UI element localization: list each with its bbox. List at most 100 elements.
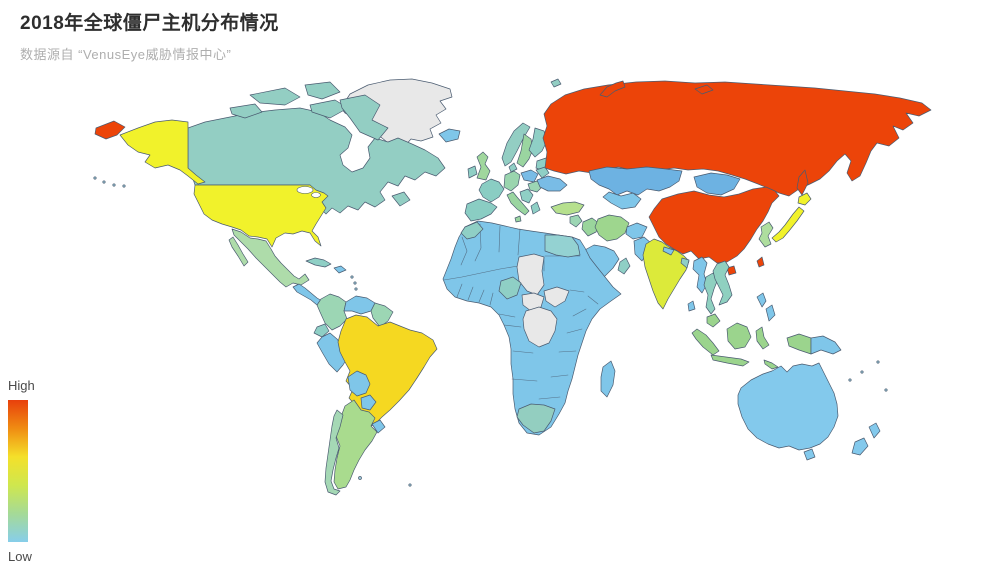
region-japan-hokkaido[interactable]: [797, 192, 812, 206]
region-oman[interactable]: [617, 257, 631, 275]
great-lakes: [311, 192, 321, 198]
region-south-africa[interactable]: [516, 403, 556, 434]
region-iran[interactable]: [594, 214, 630, 242]
region-new-zealand-north[interactable]: [868, 422, 881, 439]
region-new-zealand-south[interactable]: [851, 437, 869, 456]
region-ireland[interactable]: [467, 165, 478, 179]
chart-subtitle: 数据源自 “VenusEye威胁情报中心”: [20, 47, 232, 62]
region-sumatra[interactable]: [691, 328, 720, 356]
region-sweden[interactable]: [516, 133, 534, 168]
legend-gradient-bar[interactable]: [8, 400, 28, 542]
region-chukotka[interactable]: [94, 120, 126, 140]
region-madagascar[interactable]: [600, 360, 616, 398]
region-italy[interactable]: [506, 191, 530, 216]
region-belarus[interactable]: [535, 166, 550, 179]
region-bangladesh[interactable]: [680, 257, 690, 269]
region-dr-congo[interactable]: [522, 306, 558, 348]
region-mongolia[interactable]: [693, 172, 741, 196]
region-canada-island[interactable]: [309, 99, 349, 119]
region-france[interactable]: [478, 178, 505, 203]
page-title: 2018年全球僵尸主机分布情况: [20, 13, 279, 34]
region-hainan[interactable]: [726, 265, 737, 276]
region-uruguay[interactable]: [371, 419, 386, 434]
region-svalbard[interactable]: [550, 78, 562, 88]
region-new-guinea-west[interactable]: [786, 333, 812, 355]
region-bolivia[interactable]: [347, 370, 371, 397]
region-canada-island[interactable]: [229, 103, 263, 119]
region-uk[interactable]: [476, 151, 491, 181]
region-tasmania[interactable]: [803, 448, 816, 461]
region-canada-island[interactable]: [249, 87, 301, 106]
small-islands: [93, 176, 888, 487]
visualmap-legend: High Low: [8, 378, 35, 564]
region-timor[interactable]: [763, 359, 779, 370]
region-balkans[interactable]: [519, 188, 534, 204]
region-venezuela[interactable]: [343, 295, 376, 315]
region-sicily[interactable]: [514, 215, 522, 223]
region-denmark[interactable]: [508, 162, 518, 173]
region-germany[interactable]: [503, 170, 521, 192]
region-borneo[interactable]: [726, 322, 752, 350]
region-central-america[interactable]: [292, 283, 323, 306]
region-argentina[interactable]: [333, 399, 378, 490]
chart-header: 2018年全球僵尸主机分布情况 数据源自 “VenusEye威胁情报中心”: [20, 8, 279, 63]
region-sulawesi[interactable]: [755, 326, 770, 350]
region-novaya-zemlya[interactable]: [599, 80, 626, 98]
region-indochina[interactable]: [712, 260, 733, 306]
region-sri-lanka[interactable]: [687, 300, 696, 312]
region-morocco[interactable]: [460, 221, 484, 240]
region-india[interactable]: [642, 238, 690, 310]
region-greece[interactable]: [530, 201, 541, 215]
region-hispaniola[interactable]: [333, 265, 347, 274]
region-russia[interactable]: [542, 80, 932, 197]
region-mexico[interactable]: [231, 228, 310, 288]
region-cuba[interactable]: [305, 257, 332, 268]
region-philippines[interactable]: [756, 292, 767, 308]
region-paraguay[interactable]: [360, 394, 377, 411]
region-afghanistan[interactable]: [625, 222, 648, 240]
region-alaska[interactable]: [119, 119, 206, 185]
region-chad[interactable]: [516, 253, 545, 296]
region-levant[interactable]: [569, 214, 583, 228]
region-chile[interactable]: [324, 409, 344, 496]
region-korea[interactable]: [758, 221, 774, 248]
region-baja[interactable]: [228, 236, 249, 267]
region-ecuador[interactable]: [313, 323, 330, 338]
region-philippines-south[interactable]: [765, 304, 776, 322]
region-australia[interactable]: [737, 362, 839, 451]
region-norway[interactable]: [501, 122, 531, 167]
region-canada-island[interactable]: [339, 94, 389, 141]
region-malaysia[interactable]: [706, 313, 721, 328]
region-nepal[interactable]: [662, 246, 675, 256]
region-ukraine[interactable]: [536, 175, 568, 192]
region-myanmar[interactable]: [692, 256, 708, 294]
region-poland[interactable]: [520, 169, 539, 183]
region-colombia[interactable]: [316, 293, 348, 331]
region-arctic-island[interactable]: [694, 84, 714, 95]
region-canada-island[interactable]: [304, 81, 341, 100]
region-iraq[interactable]: [581, 217, 601, 237]
great-lakes: [296, 186, 314, 194]
region-egypt[interactable]: [544, 234, 581, 258]
region-central-asia[interactable]: [602, 191, 642, 210]
region-sakhalin[interactable]: [796, 169, 809, 196]
region-iberia[interactable]: [464, 198, 498, 222]
region-java[interactable]: [710, 354, 750, 367]
region-turkey[interactable]: [550, 201, 585, 216]
region-central-african-republic[interactable]: [521, 292, 545, 312]
region-canada[interactable]: [187, 107, 446, 215]
region-kazakhstan[interactable]: [588, 166, 683, 196]
region-iceland[interactable]: [438, 128, 461, 143]
region-japan-honshu[interactable]: [771, 206, 805, 243]
region-nigeria[interactable]: [498, 276, 522, 300]
region-papua-new-guinea[interactable]: [810, 335, 842, 355]
legend-high-label: High: [8, 378, 35, 393]
region-south-sudan[interactable]: [543, 286, 570, 308]
region-peru[interactable]: [316, 332, 349, 373]
legend-low-label: Low: [8, 549, 32, 564]
region-taiwan[interactable]: [756, 256, 765, 268]
region-china[interactable]: [648, 186, 780, 264]
region-canada-newfoundland[interactable]: [391, 191, 411, 207]
region-usa[interactable]: [193, 184, 329, 248]
